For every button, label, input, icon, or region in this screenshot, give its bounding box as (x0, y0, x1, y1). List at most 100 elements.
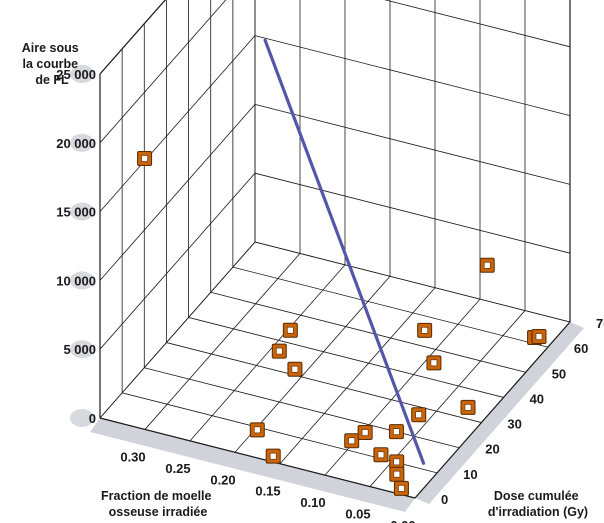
x-tick-label: 0.00 (390, 518, 415, 523)
frame-edge-front-right (414, 321, 571, 499)
y-tick-label: 40 (530, 391, 544, 406)
side-wall-gridline-auc (254, 172, 571, 254)
data-point-core (421, 327, 428, 334)
z-tick-label: 10 000 (56, 273, 96, 288)
data-point (388, 424, 404, 440)
x-tick-label: 0.05 (345, 507, 370, 522)
data-point-core (275, 347, 283, 355)
data-point (344, 433, 360, 449)
z-tick-bubble (70, 409, 94, 427)
data-point (417, 322, 433, 338)
side-wall-gridline-auc (384, 0, 571, 48)
data-point (426, 355, 442, 371)
y-tick-label: 20 (485, 442, 499, 457)
data-point (460, 399, 476, 415)
data-point (249, 422, 265, 438)
y-axis-title-line-1: Dose cumulée (494, 489, 579, 503)
floor-gridline-fraction (279, 287, 436, 464)
data-point-core (393, 458, 401, 466)
data-point-core (377, 451, 385, 459)
x-axis-title-line-1: Fraction de moelle (101, 489, 211, 503)
x-axis-title: Fraction de moelle osseuse irradiée (101, 489, 215, 519)
y-axis-title-line-2: d'irradiation (Gy) (488, 505, 588, 519)
tick-labels: 0 5 000 10 000 15 000 20 000 25 000 0.30 0.25 0.… (56, 65, 604, 523)
data-point-core (535, 333, 543, 340)
data-point (531, 329, 547, 345)
data-point (389, 466, 405, 482)
data-point-core (361, 429, 369, 436)
back-wall-gridline-auc (99, 241, 256, 419)
z-axis-title-line-2: la courbe (22, 57, 78, 71)
x-tick-label: 0.25 (165, 461, 190, 476)
data-point-core (287, 326, 294, 334)
floor-gridline-fraction (324, 298, 481, 476)
data-point (265, 448, 281, 464)
side-wall-gridline-auc (254, 241, 571, 323)
data-point-core (253, 426, 261, 434)
data-point (287, 361, 303, 377)
y-tick-label: 50 (552, 366, 566, 381)
back-wall-gridline-auc (99, 0, 166, 75)
z-tick-label: 15 000 (56, 205, 96, 220)
data-point-core (415, 411, 423, 419)
data-point-core (269, 452, 277, 460)
back-wall-gridline-auc (99, 0, 227, 144)
data-point-core (464, 404, 472, 411)
floor-gridline-fraction (144, 253, 301, 430)
x-tick-label: 0.10 (300, 495, 325, 510)
data-point-core (348, 437, 356, 445)
side-wall-gridline-auc (254, 35, 571, 116)
data-point-core (393, 470, 401, 478)
z-tick-bubble (70, 340, 94, 359)
floor-gridline-fraction (189, 264, 346, 442)
y-tick-label: 0 (441, 492, 448, 507)
z-tick-label: 0 (89, 411, 96, 426)
data-point (393, 480, 409, 496)
z-tick-bubble (70, 271, 94, 290)
floor-gridline-dose (210, 291, 526, 373)
back-wall-gridline-auc (99, 172, 256, 350)
frame-edge-top-back (99, 0, 166, 75)
data-point (137, 150, 153, 166)
data-point (479, 257, 495, 273)
regression-line-group (263, 38, 426, 465)
data-point (357, 425, 373, 441)
x-tick-label: 0.20 (210, 472, 235, 487)
y-tick-label: 60 (574, 341, 588, 356)
axes-panels (90, 322, 584, 512)
data-point-core (291, 365, 299, 373)
side-wall-gridline-auc (254, 104, 571, 185)
y-tick-label: 70 (596, 316, 604, 331)
z-axis-title-line-1: Aire sous (22, 41, 79, 55)
z-tick-label: 25 000 (56, 67, 96, 82)
x-axis-ledge (90, 418, 415, 512)
y-axis-ledge (415, 322, 584, 504)
x-tick-label: 0.15 (255, 484, 280, 499)
x-axis-title-line-2: osseuse irradiée (109, 505, 208, 519)
y-axis-title: Dose cumulée d'irradiation (Gy) (488, 489, 588, 519)
data-point-core (430, 359, 438, 367)
z-tick-label: 5 000 (63, 342, 96, 357)
frame-edge-front (99, 417, 416, 499)
z-tick-bubble (70, 65, 94, 83)
x-tick-label: 0.30 (120, 449, 145, 464)
z-tick-label: 20 000 (56, 136, 96, 151)
z-tick-bubble (70, 133, 94, 152)
floor-gridline-dose (232, 266, 548, 348)
data-point (271, 343, 287, 359)
data-point-core (393, 428, 400, 435)
back-wall-gridline-auc (99, 104, 256, 281)
floor-gridline-dose (188, 317, 504, 398)
back-wall-gridline-auc (99, 35, 256, 212)
z-axis-title: Aire sous la courbe de FL (22, 41, 82, 87)
y-tick-label: 30 (507, 417, 521, 432)
data-point-core (398, 485, 405, 492)
z-tick-bubble (70, 202, 94, 221)
floor-gridline-dose (144, 367, 460, 449)
data-point (282, 322, 298, 338)
y-tick-label: 10 (463, 467, 477, 482)
data-point (373, 447, 389, 463)
data-point (411, 407, 427, 423)
z-axis-title-line-3: de FL (35, 73, 69, 87)
